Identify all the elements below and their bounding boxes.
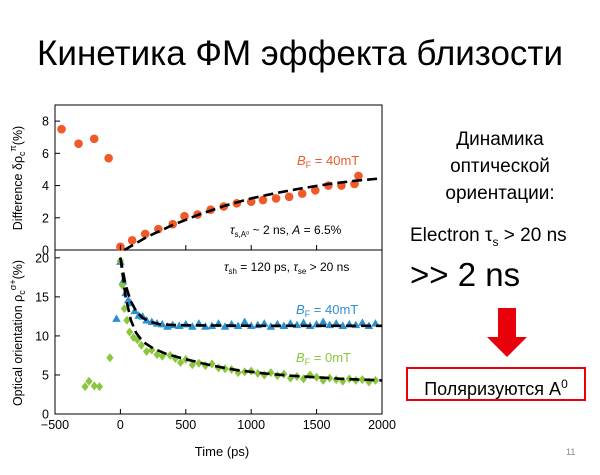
top-data-point — [140, 229, 150, 239]
top-y-axis-label: Difference δρcπ(%) — [8, 126, 27, 230]
top-fit-annotation: τs,A⁰ ~ 2 ns, A = 6.5% — [230, 223, 342, 239]
bottom-0mT-point — [106, 353, 114, 363]
top-field-annotation: BF = 40mT — [297, 153, 359, 170]
bottom-0mT-point — [137, 340, 145, 350]
bottom-y-axis-label: Optical orientation ρcσ+(%) — [8, 260, 27, 406]
bottom-field-40-annotation: BF = 40mT — [296, 302, 358, 319]
x-axis-label: Time (ps) — [195, 444, 249, 459]
bottom-40mT-point — [112, 314, 121, 322]
top-data-point — [57, 124, 66, 134]
bottom-times-annotation: τsh = 120 ps, τse > 20 ns — [224, 260, 349, 276]
down-arrow-icon — [487, 308, 527, 357]
side-caption-line: оптической — [450, 156, 550, 177]
top-data-point — [354, 171, 363, 181]
bottom-40mT-point — [358, 318, 367, 326]
bottom-40mT-point — [174, 321, 184, 329]
bottom-fit-curve — [119, 257, 382, 328]
bottom-y-tick-label: 5 — [42, 368, 49, 382]
side-caption: Динамика оптической ориентации: — [405, 126, 595, 207]
electron-suffix: > 20 ns — [498, 225, 567, 246]
bottom-0mT-point — [142, 347, 151, 357]
top-data-point — [74, 139, 83, 148]
bottom-0mT-point — [125, 327, 134, 337]
top-data-point — [271, 194, 281, 203]
bottom-0mT-point — [371, 375, 380, 385]
top-data-point — [127, 236, 137, 245]
bottom-0mT-point — [254, 368, 262, 378]
bottom-y-tick-label: 0 — [42, 408, 49, 422]
top-data-point — [154, 224, 163, 234]
bottom-0mT-point — [123, 315, 131, 325]
conclusion-text: Поляризуются A — [424, 379, 562, 399]
bottom-0mT-point — [313, 372, 321, 382]
side-caption-line: ориентации: — [445, 183, 555, 204]
bottom-panel-marks — [81, 256, 383, 392]
bottom-0mT-point — [182, 354, 190, 364]
top-data-point — [89, 134, 99, 144]
top-y-tick-label: 4 — [42, 179, 49, 193]
bottom-40mT-point — [299, 318, 308, 326]
conclusion-box: Поляризуются A0 — [406, 367, 586, 401]
top-data-point — [284, 192, 294, 202]
bottom-0mT-point — [358, 375, 366, 385]
bottom-y-tick-label: 10 — [35, 329, 49, 343]
bottom-0mT-point — [153, 350, 161, 360]
top-data-point — [258, 195, 268, 205]
x-tick-label: −500 — [41, 418, 69, 432]
bottom-40mT-point — [318, 317, 328, 326]
bottom-0mT-point — [339, 376, 347, 386]
bottom-0mT-point — [85, 376, 93, 386]
bottom-0mT-point — [90, 381, 98, 391]
bottom-40mT-point — [240, 317, 249, 326]
big-comparison-text: >> 2 ns — [410, 256, 521, 293]
bottom-40mT-point — [220, 322, 230, 330]
bottom-y-tick-label: 15 — [35, 290, 49, 304]
bottom-40mT-point — [266, 322, 276, 330]
bottom-0mT-point — [81, 382, 89, 392]
top-data-point — [297, 189, 307, 198]
bottom-0mT-point — [95, 382, 104, 392]
electron-lifetime-text: Electron τs > 20 ns — [410, 225, 567, 249]
bottom-fit-curve — [119, 257, 383, 382]
bottom-0mT-point — [118, 280, 126, 290]
top-fit-curve — [123, 177, 383, 252]
top-data-point — [310, 186, 320, 195]
electron-subscript: s — [492, 234, 499, 249]
bottom-y-tick-label: 20 — [35, 251, 49, 265]
x-tick-label: 0 — [117, 418, 124, 432]
bottom-panel-frame — [54, 249, 383, 415]
top-y-tick-label: 0 — [42, 244, 49, 258]
bottom-40mT-point — [233, 321, 243, 329]
top-y-tick-label: 6 — [42, 147, 49, 161]
conclusion-superscript: 0 — [561, 377, 568, 391]
top-y-tick-label: 8 — [42, 115, 49, 129]
bottom-0mT-point — [326, 373, 334, 383]
bottom-0mT-point — [299, 374, 308, 384]
bottom-0mT-point — [166, 350, 174, 360]
x-tick-label: 2000 — [368, 418, 396, 432]
bottom-0mT-point — [120, 304, 128, 314]
bottom-0mT-point — [195, 358, 203, 368]
bottom-0mT-point — [345, 374, 353, 384]
bottom-0mT-point — [260, 370, 268, 380]
top-data-point — [104, 153, 113, 163]
x-tick-label: 500 — [175, 418, 196, 432]
page-number: 11 — [566, 447, 576, 457]
x-tick-label: 1000 — [237, 418, 265, 432]
slide-title: Кинетика ФМ эффекта близости — [37, 34, 564, 73]
top-y-tick-label: 2 — [42, 211, 49, 225]
bottom-field-0-annotation: BF = 0mT — [296, 350, 351, 367]
bottom-0mT-point — [208, 359, 216, 369]
x-tick-label: 1500 — [303, 418, 331, 432]
electron-prefix: Electron τ — [410, 225, 493, 246]
bottom-40mT-point — [188, 322, 197, 330]
side-caption-line: Динамика — [456, 129, 544, 150]
bottom-0mT-point — [176, 357, 185, 367]
